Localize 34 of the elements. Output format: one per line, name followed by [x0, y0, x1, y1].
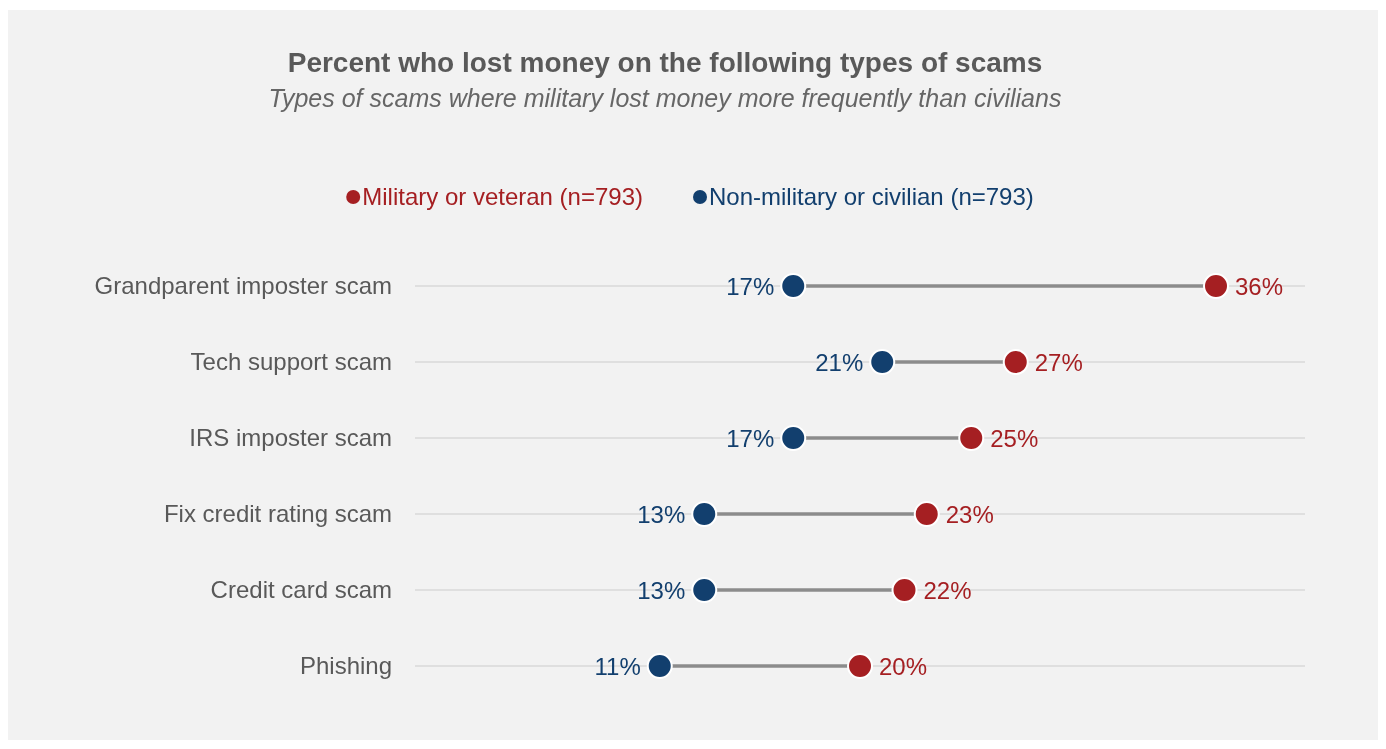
legend-label: Military or veteran (n=793)	[362, 183, 643, 210]
data-label: 13%	[637, 577, 686, 604]
data-label: 20%	[879, 653, 928, 680]
point	[869, 349, 896, 375]
point	[1002, 349, 1029, 375]
point	[780, 425, 807, 451]
y-tick-label: Tech support scam	[190, 348, 392, 376]
point	[847, 653, 873, 679]
point	[891, 577, 918, 603]
point	[691, 577, 718, 603]
y-tick-label: Credit card scam	[210, 576, 392, 604]
data-label: 17%	[726, 273, 775, 300]
data-label: 13%	[637, 501, 686, 528]
y-tick-label: Phishing	[299, 652, 392, 680]
point	[1203, 273, 1229, 299]
point	[691, 501, 718, 527]
y-tick-label: Grandparent imposter scam	[94, 272, 392, 300]
point	[646, 653, 673, 679]
point	[780, 273, 807, 299]
data-label: 25%	[990, 425, 1039, 452]
legend-label: Non-military or civilian (n=793)	[709, 183, 1034, 210]
point	[913, 501, 940, 527]
data-label: 27%	[1034, 349, 1083, 376]
y-tick-label: Fix credit rating scam	[163, 500, 392, 528]
y-tick-label: IRS imposter scam	[189, 424, 392, 452]
point	[958, 425, 985, 451]
data-label: 21%	[815, 349, 864, 376]
data-label: 11%	[594, 653, 641, 680]
chart-title: Percent who lost money on the following types of scams	[287, 47, 1043, 78]
data-label: 36%	[1235, 273, 1284, 300]
chart-subtitle: Types of scams where military lost money more frequently than civilians	[268, 84, 1062, 112]
data-label: 17%	[726, 425, 775, 452]
data-label: 23%	[945, 501, 994, 528]
data-label: 22%	[923, 577, 972, 604]
